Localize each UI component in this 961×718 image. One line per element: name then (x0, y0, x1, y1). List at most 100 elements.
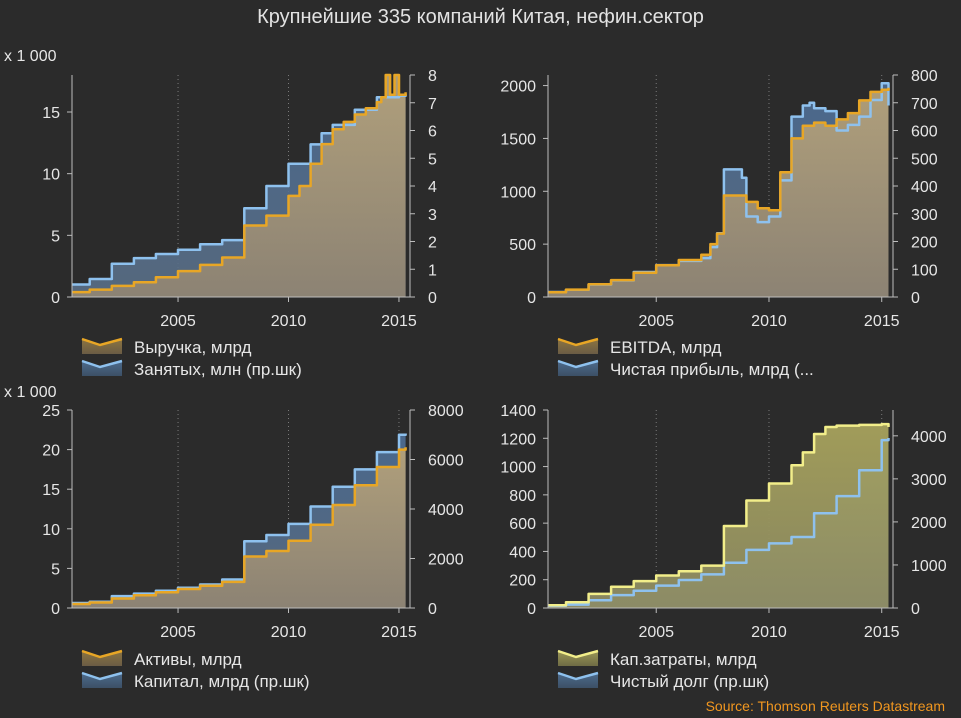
right-tick-label: 2000 (911, 515, 947, 532)
x-tick-label: 2005 (638, 313, 674, 330)
x-tick-label: 2010 (271, 313, 307, 330)
x-tick-label: 2005 (160, 313, 196, 330)
right-tick-label: 4000 (428, 502, 464, 519)
left-tick-label: 25 (42, 403, 60, 420)
right-tick-label: 4000 (911, 429, 947, 446)
left-tick-label: 0 (51, 601, 60, 618)
x-tick-label: 2015 (381, 624, 417, 641)
series-area-gold (72, 447, 406, 608)
right-tick-label: 6000 (428, 453, 464, 470)
x-tick-label: 2015 (864, 313, 900, 330)
left-tick-label: 15 (42, 482, 60, 499)
legend-item: Капитал, млрд (пр.шк) (81, 671, 310, 691)
right-tick-label: 600 (911, 124, 938, 141)
right-tick-label: 7 (428, 96, 437, 113)
right-tick-label: 3 (428, 207, 437, 224)
legend-item: Чистая прибыль, млрд (... (557, 359, 814, 379)
right-tick-label: 4 (428, 179, 437, 196)
right-tick-label: 0 (911, 601, 920, 618)
series-area-gold (548, 87, 889, 297)
x-tick-label: 2015 (864, 624, 900, 641)
legend-label: Активы, млрд (134, 650, 242, 669)
right-tick-label: 500 (911, 151, 938, 168)
left-tick-label: 1000 (500, 460, 536, 477)
left-tick-label: 1000 (500, 184, 536, 201)
right-tick-label: 2 (428, 235, 437, 252)
series-line-gold (548, 87, 890, 294)
left-tick-label: 2000 (500, 79, 536, 96)
axis-multiplier: x 1 000 (4, 48, 57, 65)
x-tick-label: 2005 (160, 624, 196, 641)
right-tick-label: 1000 (911, 558, 947, 575)
legend-item: Занятых, млн (пр.шк) (81, 359, 302, 379)
legend-item: EBITDA, млрд (557, 337, 722, 357)
chart-panel-4: 0 200 400 600 800 1000 1200 1400 0 1000 2000 3000 40… (500, 403, 946, 691)
source-note: Source: Thomson Reuters Datastream (705, 698, 945, 714)
legend-swatch-line (81, 649, 123, 659)
left-tick-label: 10 (42, 522, 60, 539)
legend-swatch-line (81, 671, 123, 681)
series-line-gold (72, 73, 407, 294)
left-tick-label: 600 (509, 516, 536, 533)
x-tick-label: 2010 (751, 624, 787, 641)
series-line-gold (72, 447, 407, 606)
legend-label: EBITDA, млрд (610, 338, 722, 357)
left-tick-label: 15 (42, 105, 60, 122)
legend-label: Капитал, млрд (пр.шк) (134, 672, 310, 691)
right-tick-label: 300 (911, 207, 938, 224)
legend-swatch-line (81, 337, 123, 347)
left-tick-label: 5 (51, 228, 60, 245)
legend-item: Активы, млрд (81, 649, 242, 669)
right-tick-label: 400 (911, 179, 938, 196)
x-tick-label: 2010 (271, 624, 307, 641)
left-tick-label: 800 (509, 488, 536, 505)
right-tick-label: 200 (911, 235, 938, 252)
legend-label: Выручка, млрд (134, 338, 252, 357)
left-tick-label: 20 (42, 443, 60, 460)
left-tick-label: 0 (527, 290, 536, 307)
legend-swatch-line (557, 649, 599, 659)
series-line-blue (72, 94, 407, 286)
left-tick-label: 10 (42, 167, 60, 184)
right-tick-label: 100 (911, 262, 938, 279)
right-tick-label: 6 (428, 124, 437, 141)
legend-item: Выручка, млрд (81, 337, 252, 357)
legend-swatch-line (557, 359, 599, 369)
right-tick-label: 1 (428, 262, 437, 279)
series-area-yellow (548, 424, 889, 608)
x-tick-label: 2015 (381, 313, 417, 330)
left-tick-label: 1500 (500, 131, 536, 148)
page-title: Крупнейшие 335 компаний Китая, нефин.сек… (257, 6, 704, 28)
right-tick-label: 0 (911, 290, 920, 307)
legend-swatch-line (557, 337, 599, 347)
left-tick-label: 1200 (500, 431, 536, 448)
left-tick-label: 0 (51, 290, 60, 307)
legend-item: Кап.затраты, млрд (557, 649, 757, 669)
left-tick-label: 500 (509, 237, 536, 254)
x-tick-label: 2005 (638, 624, 674, 641)
legend-label: Кап.затраты, млрд (610, 650, 757, 669)
legend-label: Занятых, млн (пр.шк) (134, 360, 302, 379)
left-tick-label: 5 (51, 561, 60, 578)
left-tick-label: 1400 (500, 403, 536, 420)
right-tick-label: 8000 (428, 403, 464, 420)
legend-item: Чистый долг (пр.шк) (557, 671, 769, 691)
legend-swatch-line (81, 359, 123, 369)
right-tick-label: 0 (428, 290, 437, 307)
axis-multiplier: x 1 000 (4, 384, 57, 401)
chart-panel-1: 0 5 10 15 0 1 2 3 4 5 6 7 8 2005 2010 2015 x 1 000 Выручк… (4, 48, 437, 379)
left-tick-label: 200 (509, 573, 536, 590)
legend-label: Чистая прибыль, млрд (... (610, 360, 814, 379)
right-tick-label: 5 (428, 151, 437, 168)
series-area-gold (72, 75, 406, 297)
right-tick-label: 700 (911, 96, 938, 113)
right-tick-label: 0 (428, 601, 437, 618)
right-tick-label: 2000 (428, 552, 464, 569)
right-tick-label: 3000 (911, 472, 947, 489)
legend-swatch-line (557, 671, 599, 681)
left-tick-label: 0 (527, 601, 536, 618)
x-tick-label: 2010 (751, 313, 787, 330)
chart-panel-3: 0 5 10 15 20 25 0 2000 4000 6000 8000 2005 2010 2015 x… (4, 384, 464, 691)
series-line-yellow (548, 422, 890, 607)
